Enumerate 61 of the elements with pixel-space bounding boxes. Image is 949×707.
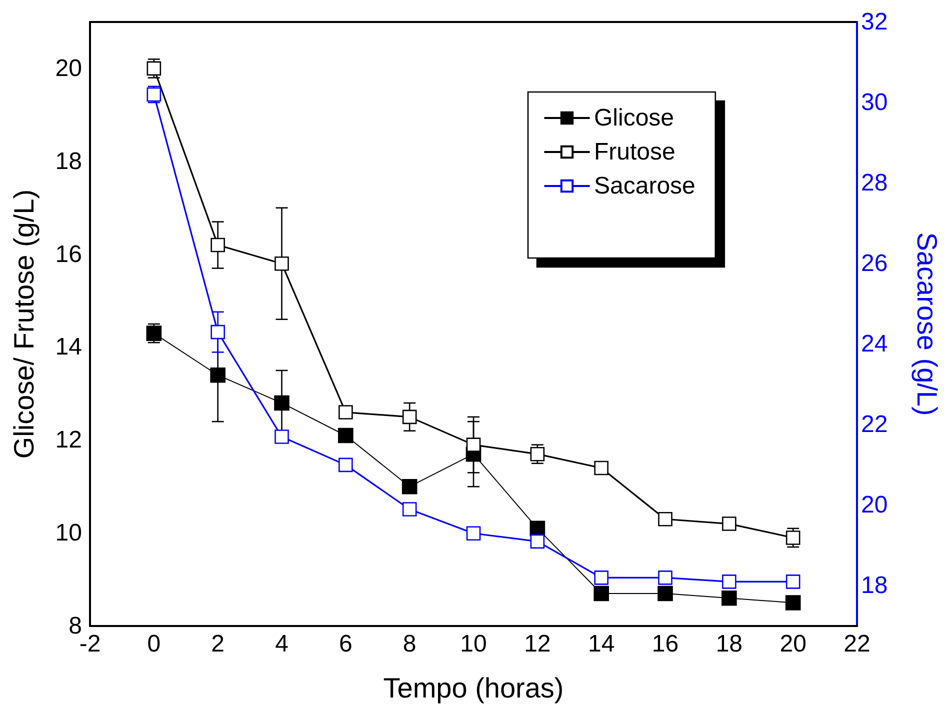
x-tick-label: 20 [780,630,806,658]
x-tick-label: 6 [338,630,352,658]
point [722,516,736,531]
point [210,324,225,340]
x-tick-label: 2 [211,630,225,658]
point [274,395,290,411]
y-tick-label: 20 [55,54,82,82]
point [594,586,609,602]
y2-tick-label: 20 [861,492,888,519]
x-tick-label: 12 [524,630,551,658]
legend-label: Sacarose [594,172,696,200]
x-tick-label: 22 [844,630,870,658]
y2-tick-label: 22 [861,411,888,438]
y2-axis-title: Sacarose (g/L) [912,232,942,416]
x-axis-title: Tempo (horas) [383,672,564,704]
point [338,428,354,444]
x-tick-label: 4 [275,630,288,658]
point [466,438,481,452]
y2-tick-label: 24 [861,330,888,358]
y-tick-label: 12 [55,426,82,454]
point [658,570,672,585]
point [530,446,545,462]
y2-tick-label: 26 [861,250,888,278]
x-tick-label: 16 [652,630,679,658]
y2-tick-label: 32 [861,8,888,36]
y2-tick-label: 28 [861,170,888,197]
legend-label: Glicose [594,104,674,132]
x-tick-label: 0 [147,630,161,658]
point [210,367,226,383]
point [530,534,545,549]
point [594,460,608,476]
point [274,256,289,271]
point [338,458,353,472]
y2-tick-label: 30 [861,89,888,116]
x-tick-label: 8 [402,630,416,658]
point [786,574,800,589]
point [786,530,800,545]
y-tick-label: 10 [55,520,82,547]
point [466,526,481,541]
y-tick-label: 18 [55,148,82,175]
point [210,238,225,252]
x-tick-label: 14 [588,630,615,658]
y-axis-title: Glicose/ Frutose (g/L) [8,189,40,459]
point [722,574,736,589]
point [594,570,608,585]
point [658,512,672,526]
y2-tick-label: 18 [861,572,888,600]
x-tick-label: 18 [716,630,743,658]
point [785,595,801,610]
point [402,502,417,516]
point [402,478,418,494]
point [274,430,289,444]
point [402,410,417,424]
point [722,590,737,606]
y-tick-label: 14 [55,334,82,361]
point [658,586,673,602]
point [338,405,353,420]
x-tick-label: 10 [460,630,487,658]
legend-label: Frutose [594,138,676,166]
y-tick-label: 8 [68,612,82,640]
y-tick-label: 16 [55,240,82,268]
